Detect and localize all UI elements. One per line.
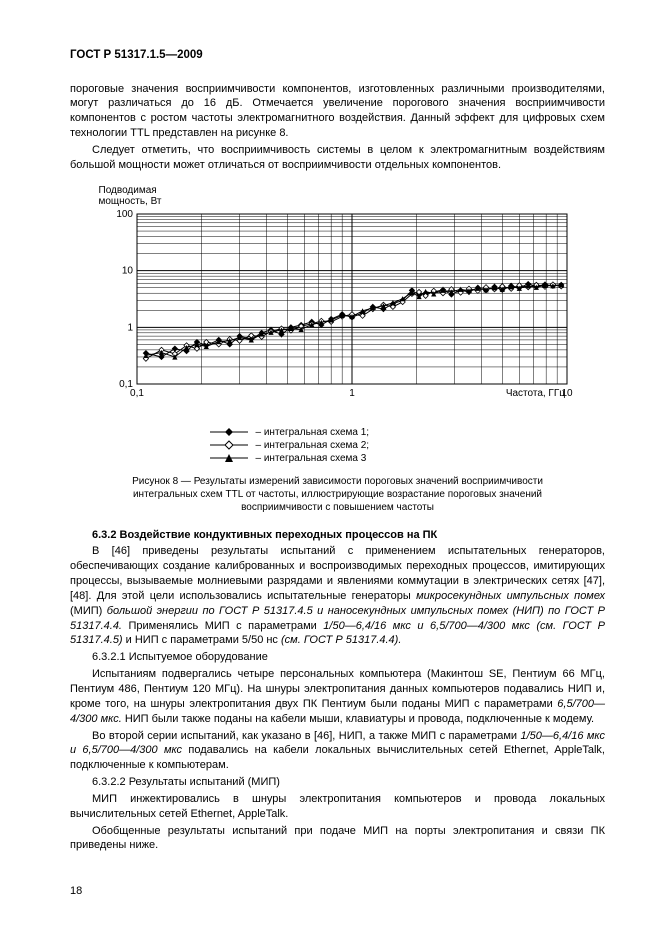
section-p2: Испытаниям подвергались четыре персональ…: [70, 667, 605, 726]
chart-container: Подводимая мощность, Вт 0,11100,1110100Ч…: [103, 185, 573, 514]
svg-text:1: 1: [127, 322, 133, 333]
chart-caption-l2: интегральных схем TTL от частоты, иллюст…: [133, 489, 542, 500]
section-title: Воздействие кондуктивных переходных проц…: [120, 529, 438, 541]
chart-y-label-l2: мощность, Вт: [99, 196, 162, 207]
intro-p1: пороговые значения восприимчивости компо…: [70, 82, 605, 141]
sec-p1h: (см. ГОСТ Р 51317.4.4).: [281, 634, 401, 646]
legend-swatch-3: [208, 452, 250, 464]
chart-y-label: Подводимая мощность, Вт: [99, 185, 573, 208]
section-p1: В [46] приведены результаты испытаний с …: [70, 544, 605, 648]
subsection-2: 6.3.2.2 Результаты испытаний (МИП): [70, 775, 605, 790]
chart-svg: 0,11100,1110100Частота, ГГц: [103, 210, 573, 400]
doc-header: ГОСТ Р 51317.1.5—2009: [70, 48, 605, 64]
svg-text:0,1: 0,1: [119, 379, 133, 390]
section-num: 6.3.2: [92, 529, 120, 541]
page-number: 18: [70, 884, 82, 899]
sec-p3a: Во второй серии испытаний, как указано в…: [92, 730, 520, 742]
legend-swatch-1: [208, 426, 250, 438]
chart-caption-l3: восприимчивости с повышением частоты: [241, 502, 434, 513]
legend-row-3: – интегральная схема 3: [208, 452, 468, 465]
svg-text:1: 1: [349, 388, 355, 399]
chart-caption: Рисунок 8 — Результаты измерений зависим…: [103, 475, 573, 514]
subsection-1: 6.3.2.1 Испытуемое оборудование: [70, 650, 605, 665]
legend-row-1: – интегральная схема 1;: [208, 426, 468, 439]
chart-caption-l1: Рисунок 8 — Результаты измерений зависим…: [132, 476, 543, 487]
sec-p1c: (МИП): [70, 605, 107, 617]
sec-p2a: Испытаниям подвергались четыре персональ…: [70, 668, 605, 710]
sec-p1e: Применялись МИП с параметрами: [122, 620, 323, 632]
section-p3: Во второй серии испытаний, как указано в…: [70, 729, 605, 774]
svg-text:10: 10: [121, 265, 133, 276]
section-heading: 6.3.2 Воздействие кондуктивных переходны…: [70, 528, 605, 543]
page: ГОСТ Р 51317.1.5—2009 пороговые значения…: [0, 0, 661, 935]
chart-plot: 0,11100,1110100Частота, ГГц: [103, 210, 573, 420]
legend-text-3: – интегральная схема 3: [256, 452, 367, 465]
sec-p1g: и НИП с параметрами 5/50 нс: [123, 634, 281, 646]
legend-text-1: – интегральная схема 1;: [256, 426, 370, 439]
section-p4: МИП инжектировались в шнуры электропитан…: [70, 792, 605, 822]
chart-legend: – интегральная схема 1; – интегральная с…: [208, 426, 468, 465]
sec-p1b: микросекундных импульсных помех: [416, 590, 605, 602]
intro-p2: Следует отметить, что восприимчивость си…: [70, 143, 605, 173]
section-p5: Обобщенные результаты испытаний при пода…: [70, 824, 605, 854]
sec-p2c: НИП были также поданы на кабели мыши, кл…: [122, 713, 594, 725]
legend-row-2: – интегральная схема 2;: [208, 439, 468, 452]
svg-text:Частота, ГГц: Частота, ГГц: [505, 388, 564, 399]
chart-y-label-l1: Подводимая: [99, 185, 157, 196]
legend-text-2: – интегральная схема 2;: [256, 439, 370, 452]
svg-text:100: 100: [116, 210, 133, 220]
legend-swatch-2: [208, 439, 250, 451]
